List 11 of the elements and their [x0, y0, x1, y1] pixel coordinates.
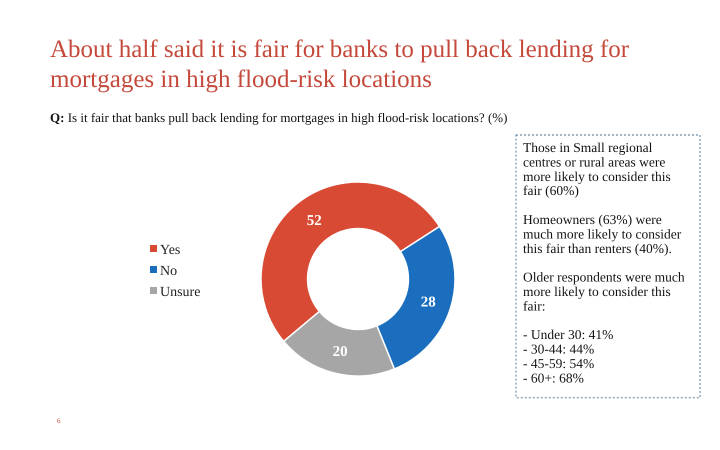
- text: Older respondents were much more likely to consider this fair: - Under 30: 41% - 30-44: 44% - 45-59: 54% - 60+: 68%: [523, 270, 685, 386]
- data-label: 20: [332, 344, 348, 360]
- text: Homeowners (63%) were much more likely to consider this fair than renters (40%).: [523, 212, 682, 256]
- chart-title: About half said it is fair for banks to pull back lending for mortgages in high flood-risk locations: [50, 36, 630, 93]
- legend-label: Unsure: [160, 285, 200, 300]
- data-label: 52: [306, 212, 322, 229]
- chart-subtitle: Q: Is it fair that banks pull back lending for mortgages in high flood-risk locations? (%): [50, 110, 508, 125]
- legend-label: Yes: [160, 243, 180, 258]
- text: Those in Small regional centres or rural areas were more likely to consider this fair (60%): [523, 140, 671, 198]
- data-label: 28: [420, 294, 436, 311]
- legend-label: No: [160, 264, 178, 279]
